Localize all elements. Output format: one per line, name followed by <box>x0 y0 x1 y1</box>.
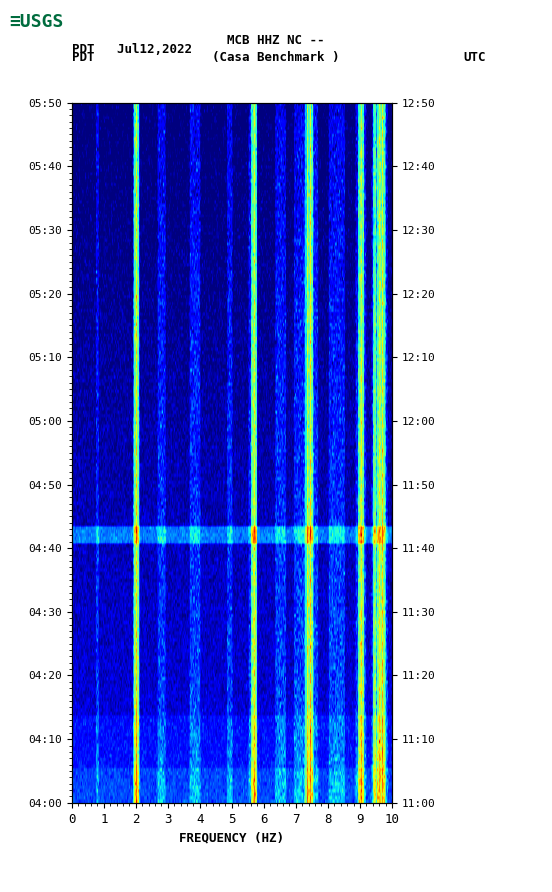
Text: PDT: PDT <box>72 52 94 64</box>
Text: (Casa Benchmark ): (Casa Benchmark ) <box>213 52 339 64</box>
Text: PDT   Jul12,2022: PDT Jul12,2022 <box>72 43 192 55</box>
X-axis label: FREQUENCY (HZ): FREQUENCY (HZ) <box>179 831 284 844</box>
Text: ≡USGS: ≡USGS <box>9 13 63 31</box>
Text: MCB HHZ NC --: MCB HHZ NC -- <box>227 34 325 46</box>
Text: UTC: UTC <box>463 52 486 64</box>
